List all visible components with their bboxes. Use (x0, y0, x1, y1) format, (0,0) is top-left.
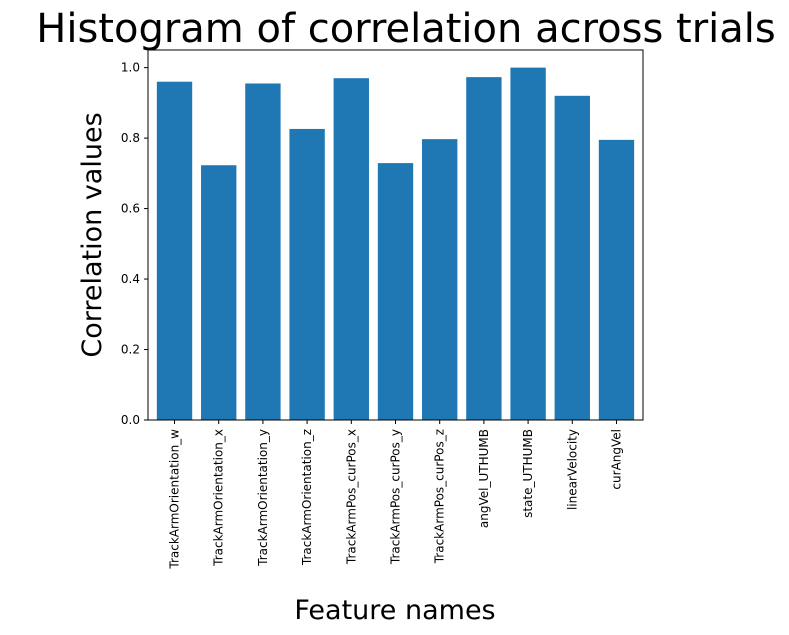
y-tick-label: 0.2 (121, 343, 140, 357)
x-axis: TrackArmOrientation_w TrackArmOrientation… (168, 420, 623, 570)
bar-TrackArmPos_curPos_z (422, 139, 458, 420)
bar-TrackArmPos_curPos_x (333, 78, 369, 420)
y-tick-label: 0.6 (121, 202, 140, 216)
x-tick-label: state_UTHUMB (521, 429, 535, 518)
bar-TrackArmOrientation_y (245, 83, 281, 420)
bar-curAngVel (598, 139, 635, 420)
y-tick-label: 0.0 (121, 413, 140, 427)
y-axis: 0.0 0.2 0.4 0.6 0.8 1.0 (121, 61, 148, 427)
x-tick-label: linearVelocity (565, 429, 579, 510)
bar-angVel_UTHUMB (466, 77, 502, 420)
x-tick-label: TrackArmOrientation_z (300, 429, 314, 566)
y-axis-label: Correlation values (77, 112, 108, 357)
y-tick-label: 0.4 (121, 272, 140, 286)
x-tick-label: TrackArmOrientation_x (212, 429, 226, 567)
x-tick-label: TrackArmOrientation_y (256, 429, 270, 567)
bars-group (156, 67, 635, 421)
x-tick-label: TrackArmOrientation_w (168, 429, 182, 570)
bar-TrackArmOrientation_w (156, 81, 193, 420)
x-axis-label: Feature names (294, 595, 495, 626)
x-tick-label: angVel_UTHUMB (477, 429, 491, 528)
chart-title: Histogram of correlation across trials (36, 6, 775, 52)
y-tick-label: 1.0 (121, 61, 140, 75)
bar-linearVelocity (554, 95, 590, 421)
bar-TrackArmOrientation_z (289, 128, 325, 420)
x-tick-label: TrackArmPos_curPos_z (433, 429, 447, 564)
x-tick-label: TrackArmPos_curPos_y (389, 429, 403, 565)
bar-TrackArmPos_curPos_y (377, 163, 414, 420)
x-tick-label: TrackArmPos_curPos_x (344, 429, 358, 565)
bar-state_UTHUMB (510, 67, 546, 420)
y-tick-label: 0.8 (121, 131, 140, 145)
x-tick-label: curAngVel (609, 429, 623, 490)
bar-TrackArmOrientation_x (201, 165, 237, 420)
